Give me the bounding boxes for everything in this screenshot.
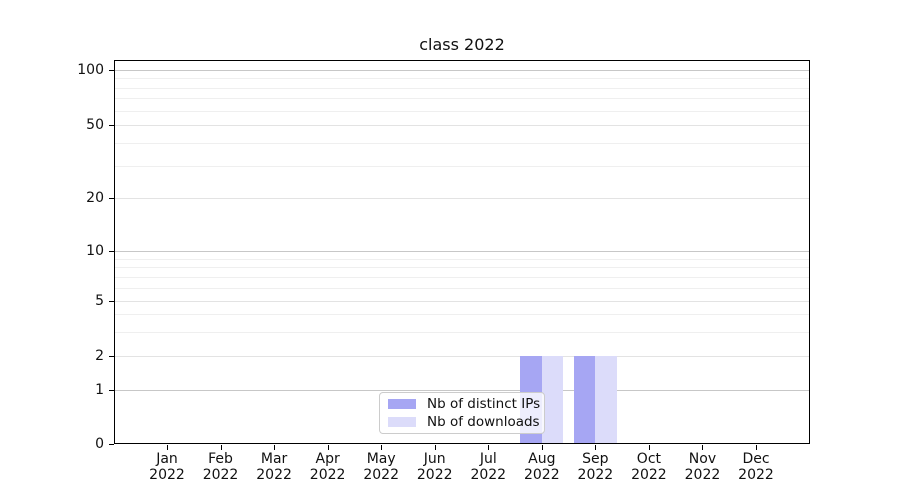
y-axis-tick-label: 0 bbox=[95, 436, 104, 452]
y-gridline bbox=[114, 356, 810, 357]
x-axis-tick-mark bbox=[274, 445, 276, 450]
y-axis-tick-label: 100 bbox=[77, 62, 104, 78]
y-gridline-minor bbox=[114, 78, 810, 80]
legend-swatch-downloads bbox=[388, 417, 416, 427]
bar-distinct-ips bbox=[573, 356, 596, 444]
x-axis-tick-mark bbox=[648, 445, 650, 450]
x-axis-tick-label: Dec 2022 bbox=[738, 451, 774, 483]
y-axis-tick-mark bbox=[109, 301, 114, 302]
bar-downloads bbox=[595, 356, 617, 444]
x-axis-tick-label: May 2022 bbox=[363, 451, 399, 483]
x-axis-tick-label: Apr 2022 bbox=[309, 451, 346, 483]
y-axis-tick-label: 20 bbox=[86, 190, 104, 206]
x-axis-tick-mark bbox=[327, 445, 329, 450]
y-axis-tick-label: 50 bbox=[86, 117, 104, 133]
y-axis-tick-mark bbox=[109, 198, 114, 199]
x-axis-tick-label: Mar 2022 bbox=[256, 451, 292, 483]
plot-border bbox=[114, 60, 810, 444]
y-axis-tick-mark bbox=[109, 70, 114, 71]
legend-label-downloads: Nb of downloads bbox=[427, 414, 540, 430]
y-gridline-minor bbox=[114, 87, 810, 89]
x-axis-tick-label: Jul 2022 bbox=[470, 451, 507, 483]
y-gridline-minor bbox=[114, 258, 810, 260]
legend-item-downloads: Nb of downloads bbox=[388, 414, 540, 430]
x-axis-tick-mark bbox=[381, 445, 383, 450]
y-axis-tick-label: 2 bbox=[95, 348, 104, 364]
y-gridline-minor bbox=[114, 276, 810, 278]
y-gridline-major bbox=[114, 70, 810, 71]
bar-downloads bbox=[541, 356, 564, 444]
x-axis-tick-mark bbox=[167, 445, 168, 450]
y-gridline-minor bbox=[114, 165, 810, 167]
y-gridline-minor bbox=[114, 267, 810, 269]
x-axis-tick-label: Jun 2022 bbox=[416, 451, 453, 483]
legend-label-distinct-ips: Nb of distinct IPs bbox=[427, 396, 541, 412]
x-axis-tick-mark bbox=[756, 445, 757, 450]
y-axis-tick-label: 5 bbox=[95, 293, 104, 309]
x-axis-tick-label: Nov 2022 bbox=[684, 451, 721, 483]
y-axis-tick-mark bbox=[109, 251, 114, 252]
x-axis-tick-mark bbox=[434, 445, 436, 450]
y-axis-tick-mark bbox=[109, 444, 114, 445]
y-gridline bbox=[114, 125, 810, 126]
y-axis-tick-label: 1 bbox=[95, 382, 104, 398]
y-axis-tick-mark bbox=[109, 125, 114, 126]
x-axis-tick-label: Oct 2022 bbox=[631, 451, 667, 483]
y-gridline-major bbox=[114, 390, 810, 391]
y-gridline-major bbox=[114, 251, 810, 252]
plot-area bbox=[114, 60, 810, 444]
y-gridline-minor bbox=[114, 142, 810, 144]
y-gridline bbox=[114, 198, 810, 199]
x-axis-tick-mark bbox=[541, 445, 543, 450]
x-axis-tick-label: Aug 2022 bbox=[523, 451, 560, 483]
chart-title: class 2022 bbox=[419, 35, 505, 54]
y-gridline bbox=[114, 301, 810, 302]
x-axis-tick-mark bbox=[702, 445, 704, 450]
x-axis-tick-mark bbox=[595, 445, 597, 450]
y-gridline-minor bbox=[114, 287, 810, 289]
x-axis-tick-label: Feb 2022 bbox=[202, 451, 239, 483]
x-axis-tick-label: Sep 2022 bbox=[577, 451, 614, 483]
x-axis-tick-label: Jan 2022 bbox=[149, 451, 185, 483]
x-axis-tick-mark bbox=[488, 445, 490, 450]
y-axis-tick-mark bbox=[109, 356, 114, 357]
y-gridline-minor bbox=[114, 110, 810, 112]
x-axis-tick-mark bbox=[220, 445, 222, 450]
legend-swatch-distinct-ips bbox=[388, 399, 416, 409]
y-axis-tick-label: 10 bbox=[86, 243, 104, 259]
y-gridline-minor bbox=[114, 331, 810, 333]
legend: Nb of distinct IPs Nb of downloads bbox=[379, 392, 545, 434]
y-axis-tick-mark bbox=[109, 390, 114, 391]
y-gridline-minor bbox=[114, 98, 810, 100]
y-gridline-minor bbox=[114, 314, 810, 316]
legend-item-distinct-ips: Nb of distinct IPs bbox=[388, 396, 540, 412]
